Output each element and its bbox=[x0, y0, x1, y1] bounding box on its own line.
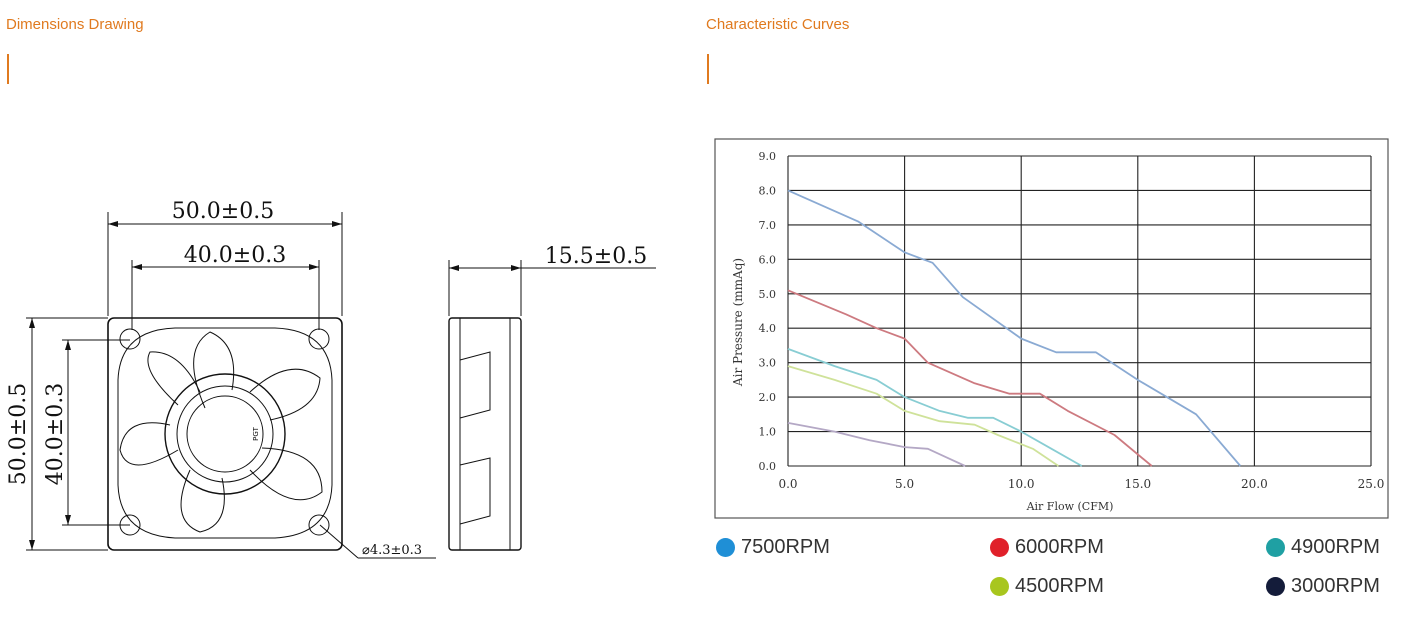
y-tick-label: 5.0 bbox=[759, 288, 777, 301]
y-tick-label: 9.0 bbox=[759, 150, 777, 163]
legend-dot bbox=[990, 538, 1009, 557]
chart-series bbox=[787, 189, 1242, 467]
curves-title: Characteristic Curves bbox=[706, 16, 850, 33]
dimensions-accent-bar bbox=[7, 54, 9, 84]
series-line-7500rpm bbox=[787, 189, 1242, 467]
y-tick-label: 4.0 bbox=[759, 322, 777, 335]
curves-accent-bar bbox=[707, 54, 709, 84]
x-tick-label: 10.0 bbox=[1008, 477, 1035, 491]
y-tick-label: 1.0 bbox=[759, 426, 777, 439]
pq-chart: 0.0 1.0 2.0 3.0 4.0 5.0 6.0 7.0 8.0 9.0 0.0 5.0 10.… bbox=[714, 138, 1389, 519]
legend-dot bbox=[1266, 577, 1285, 596]
x-tick-label: 15.0 bbox=[1124, 477, 1151, 491]
y-axis-label: Air Pressure (mmAq) bbox=[731, 258, 745, 387]
legend-item-4900: 4900RPM bbox=[1266, 536, 1380, 559]
legend-dot bbox=[1266, 538, 1285, 557]
dimensions-drawing: 50.0±0.5 40.0±0.3 15.5±0.5 50.0±0.5 40.0… bbox=[6, 199, 656, 559]
width-outer-label: 50.0±0.5 bbox=[172, 199, 274, 224]
x-tick-label: 0.0 bbox=[778, 477, 797, 491]
y-tick-label: 8.0 bbox=[759, 184, 777, 197]
legend-item-7500: 7500RPM bbox=[716, 536, 830, 559]
legend-label: 4500RPM bbox=[1015, 575, 1104, 597]
legend-item-4500: 4500RPM bbox=[990, 575, 1104, 598]
height-inner-label: 40.0±0.3 bbox=[43, 383, 68, 485]
y-tick-label: 6.0 bbox=[759, 253, 777, 266]
series-line-4900rpm bbox=[787, 348, 1083, 467]
chart-grid bbox=[787, 155, 1372, 467]
hub-mark: PGT bbox=[252, 426, 260, 440]
dimensions-title: Dimensions Drawing bbox=[6, 16, 144, 33]
series-line-3000rpm bbox=[787, 422, 966, 467]
legend-item-3000: 3000RPM bbox=[1266, 575, 1380, 598]
series-line-6000rpm bbox=[787, 289, 1153, 467]
legend-dot bbox=[716, 538, 735, 557]
x-tick-label: 25.0 bbox=[1358, 477, 1385, 491]
legend-dot bbox=[990, 577, 1009, 596]
y-tick-label: 3.0 bbox=[759, 357, 777, 370]
legend-label: 4900RPM bbox=[1291, 536, 1380, 558]
legend-label: 3000RPM bbox=[1291, 575, 1380, 597]
y-tick-label: 2.0 bbox=[759, 391, 777, 404]
depth-label: 15.5±0.5 bbox=[545, 244, 647, 269]
x-axis-label: Air Flow (CFM) bbox=[1026, 500, 1114, 513]
x-tick-labels: 0.0 5.0 10.0 15.0 20.0 25.0 bbox=[778, 477, 1384, 491]
y-tick-labels: 0.0 1.0 2.0 3.0 4.0 5.0 6.0 7.0 8.0 9.0 bbox=[759, 150, 777, 473]
hole-diameter-label: ⌀4.3±0.3 bbox=[362, 543, 422, 558]
y-tick-label: 0.0 bbox=[759, 460, 777, 473]
series-line-4500rpm bbox=[787, 365, 1060, 467]
legend-label: 7500RPM bbox=[741, 536, 830, 558]
legend-label: 6000RPM bbox=[1015, 536, 1104, 558]
height-outer-label: 50.0±0.5 bbox=[6, 383, 31, 485]
x-tick-label: 20.0 bbox=[1241, 477, 1268, 491]
width-inner-label: 40.0±0.3 bbox=[184, 243, 286, 268]
y-tick-label: 7.0 bbox=[759, 219, 777, 232]
x-tick-label: 5.0 bbox=[895, 477, 914, 491]
legend-item-6000: 6000RPM bbox=[990, 536, 1104, 559]
